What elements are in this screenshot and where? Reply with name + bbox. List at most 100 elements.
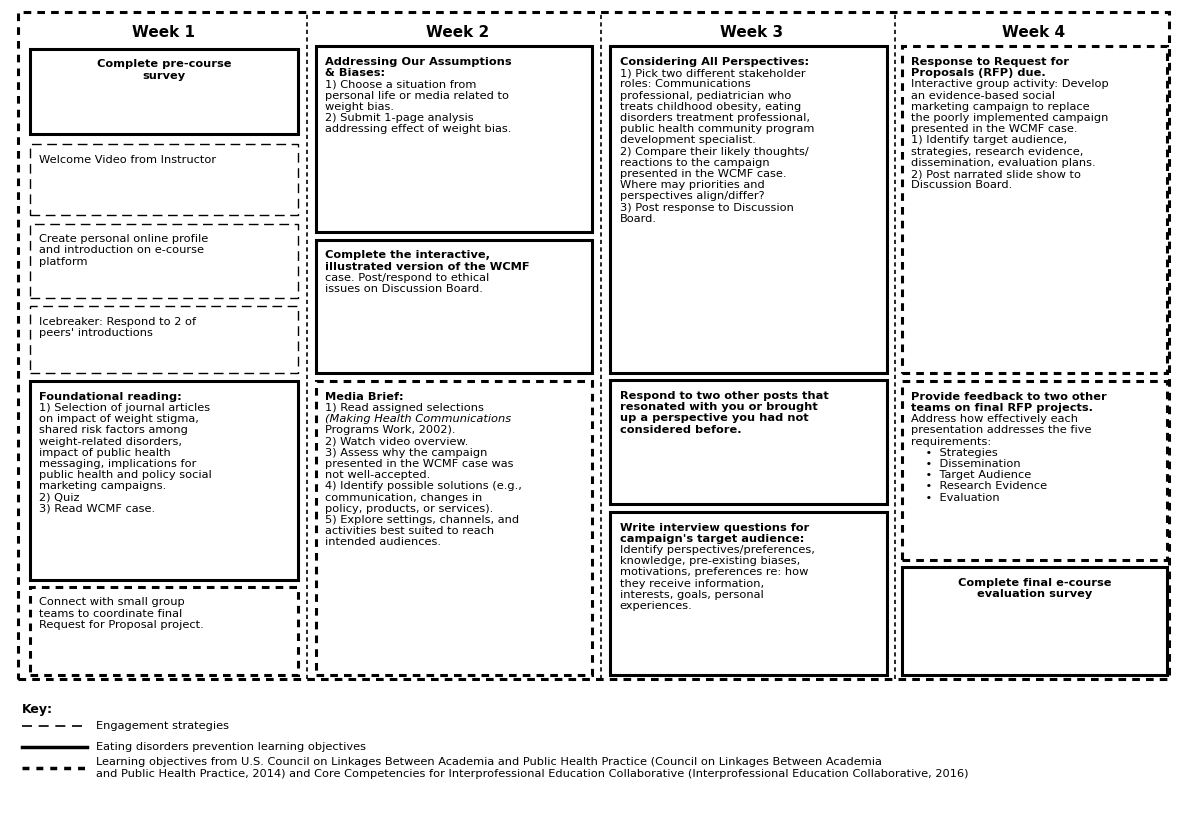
- Text: survey: survey: [143, 71, 186, 80]
- Text: Welcome Video from Instructor: Welcome Video from Instructor: [40, 154, 216, 164]
- Text: Considering All Perspectives:: Considering All Perspectives:: [619, 57, 809, 67]
- Text: messaging, implications for: messaging, implications for: [40, 459, 197, 469]
- Text: not well-accepted.: not well-accepted.: [325, 470, 431, 480]
- Text: platform: platform: [40, 256, 88, 267]
- Text: Connect with small group: Connect with small group: [40, 598, 185, 608]
- Text: Media Brief:: Media Brief:: [325, 392, 404, 401]
- FancyBboxPatch shape: [30, 223, 299, 298]
- Text: Complete final e-course: Complete final e-course: [958, 578, 1111, 588]
- Text: activities best suited to reach: activities best suited to reach: [325, 526, 494, 536]
- FancyBboxPatch shape: [316, 240, 593, 373]
- FancyBboxPatch shape: [610, 512, 887, 675]
- Text: Board.: Board.: [619, 213, 656, 224]
- Text: marketing campaigns.: marketing campaigns.: [40, 481, 167, 492]
- Text: communication, changes in: communication, changes in: [325, 493, 482, 502]
- Text: policy, products, or services).: policy, products, or services).: [325, 504, 493, 514]
- Text: weight-related disorders,: weight-related disorders,: [40, 437, 182, 447]
- Text: disorders treatment professional,: disorders treatment professional,: [619, 113, 810, 123]
- FancyBboxPatch shape: [902, 567, 1166, 675]
- Text: impact of public health: impact of public health: [40, 447, 172, 458]
- Text: Response to Request for: Response to Request for: [911, 57, 1069, 67]
- Text: 2) Post narrated slide show to: 2) Post narrated slide show to: [911, 169, 1081, 179]
- Text: presented in the WCMF case.: presented in the WCMF case.: [911, 124, 1078, 134]
- Text: treats childhood obesity, eating: treats childhood obesity, eating: [619, 102, 800, 112]
- Text: an evidence-based social: an evidence-based social: [911, 90, 1055, 101]
- Text: presentation addresses the five: presentation addresses the five: [911, 425, 1092, 435]
- Text: teams to coordinate final: teams to coordinate final: [40, 608, 182, 618]
- Text: Identify perspectives/preferences,: Identify perspectives/preferences,: [619, 545, 815, 555]
- Text: Eating disorders prevention learning objectives: Eating disorders prevention learning obj…: [96, 742, 366, 752]
- Text: •  Dissemination: • Dissemination: [911, 459, 1021, 469]
- Text: public health community program: public health community program: [619, 124, 814, 134]
- Text: strategies, research evidence,: strategies, research evidence,: [911, 147, 1084, 157]
- Text: •  Strategies: • Strategies: [911, 447, 998, 458]
- Text: Respond to two other posts that: Respond to two other posts that: [619, 391, 828, 401]
- Text: intended audiences.: intended audiences.: [325, 538, 442, 548]
- Text: personal life or media related to: personal life or media related to: [325, 90, 509, 101]
- Text: reactions to the campaign: reactions to the campaign: [619, 158, 769, 167]
- Text: Icebreaker: Respond to 2 of: Icebreaker: Respond to 2 of: [40, 317, 197, 327]
- FancyBboxPatch shape: [30, 306, 299, 373]
- Text: requirements:: requirements:: [911, 437, 991, 447]
- Text: Addressing Our Assumptions: Addressing Our Assumptions: [325, 57, 512, 67]
- Text: dissemination, evaluation plans.: dissemination, evaluation plans.: [911, 158, 1096, 167]
- Text: Request for Proposal project.: Request for Proposal project.: [40, 620, 204, 630]
- Text: Week 1: Week 1: [132, 25, 194, 40]
- Text: 2) Compare their likely thoughts/: 2) Compare their likely thoughts/: [619, 147, 809, 157]
- Text: the poorly implemented campaign: the poorly implemented campaign: [911, 113, 1109, 123]
- Text: 1) Pick two different stakeholder: 1) Pick two different stakeholder: [619, 68, 805, 78]
- Text: Key:: Key:: [22, 703, 53, 716]
- FancyBboxPatch shape: [316, 381, 593, 675]
- Text: Address how effectively each: Address how effectively each: [911, 415, 1079, 424]
- Text: Where may priorities and: Where may priorities and: [619, 180, 764, 190]
- Text: 2) Quiz: 2) Quiz: [40, 493, 80, 502]
- Text: Write interview questions for: Write interview questions for: [619, 523, 809, 533]
- Text: peers' introductions: peers' introductions: [40, 328, 154, 338]
- Text: 1) Identify target audience,: 1) Identify target audience,: [911, 135, 1068, 145]
- Text: Interactive group activity: Develop: Interactive group activity: Develop: [911, 80, 1109, 89]
- Text: roles: Communications: roles: Communications: [619, 80, 750, 89]
- Text: •  Research Evidence: • Research Evidence: [911, 481, 1048, 492]
- Text: Complete the interactive,: Complete the interactive,: [325, 250, 491, 260]
- Text: presented in the WCMF case was: presented in the WCMF case was: [325, 459, 514, 469]
- Text: up a perspective you had not: up a perspective you had not: [619, 414, 808, 424]
- Text: 2) Submit 1-page analysis: 2) Submit 1-page analysis: [325, 113, 474, 123]
- Text: Programs Work, 2002).: Programs Work, 2002).: [325, 425, 456, 435]
- Text: 3) Post response to Discussion: 3) Post response to Discussion: [619, 203, 793, 213]
- Text: Learning objectives from U.S. Council on Linkages Between Academia and Public He: Learning objectives from U.S. Council on…: [96, 757, 968, 779]
- Text: presented in the WCMF case.: presented in the WCMF case.: [619, 169, 786, 179]
- Text: perspectives align/differ?: perspectives align/differ?: [619, 191, 764, 201]
- Text: addressing effect of weight bias.: addressing effect of weight bias.: [325, 124, 511, 134]
- Text: 5) Explore settings, channels, and: 5) Explore settings, channels, and: [325, 515, 520, 525]
- Text: 1) Selection of journal articles: 1) Selection of journal articles: [40, 403, 210, 413]
- Text: motivations, preferences re: how: motivations, preferences re: how: [619, 567, 808, 577]
- Text: case. Post/respond to ethical: case. Post/respond to ethical: [325, 273, 490, 282]
- Text: development specialist.: development specialist.: [619, 135, 756, 145]
- Text: Week 4: Week 4: [1002, 25, 1066, 40]
- Text: 3) Assess why the campaign: 3) Assess why the campaign: [325, 447, 487, 458]
- FancyBboxPatch shape: [30, 49, 299, 134]
- Text: Week 2: Week 2: [426, 25, 488, 40]
- Text: weight bias.: weight bias.: [325, 102, 395, 112]
- Text: Engagement strategies: Engagement strategies: [96, 721, 229, 731]
- Text: 2) Watch video overview.: 2) Watch video overview.: [325, 437, 469, 447]
- Text: 1) Read assigned selections: 1) Read assigned selections: [325, 403, 485, 413]
- Text: Week 3: Week 3: [720, 25, 782, 40]
- Text: (Making Health Communications: (Making Health Communications: [325, 415, 511, 424]
- Text: campaign's target audience:: campaign's target audience:: [619, 534, 804, 544]
- Text: considered before.: considered before.: [619, 424, 742, 434]
- Text: •  Target Audience: • Target Audience: [911, 470, 1032, 480]
- Text: 1) Choose a situation from: 1) Choose a situation from: [325, 80, 476, 89]
- FancyBboxPatch shape: [610, 380, 887, 504]
- Text: Complete pre-course: Complete pre-course: [97, 59, 232, 70]
- Text: 4) Identify possible solutions (e.g.,: 4) Identify possible solutions (e.g.,: [325, 481, 522, 492]
- Text: 3) Read WCMF case.: 3) Read WCMF case.: [40, 504, 156, 514]
- Text: public health and policy social: public health and policy social: [40, 470, 212, 480]
- FancyBboxPatch shape: [902, 381, 1166, 560]
- Text: •  Evaluation: • Evaluation: [911, 493, 1000, 502]
- FancyBboxPatch shape: [30, 381, 299, 580]
- Text: teams on final RFP projects.: teams on final RFP projects.: [911, 403, 1093, 413]
- Text: evaluation survey: evaluation survey: [977, 589, 1092, 599]
- FancyBboxPatch shape: [902, 47, 1166, 373]
- Text: issues on Discussion Board.: issues on Discussion Board.: [325, 284, 484, 294]
